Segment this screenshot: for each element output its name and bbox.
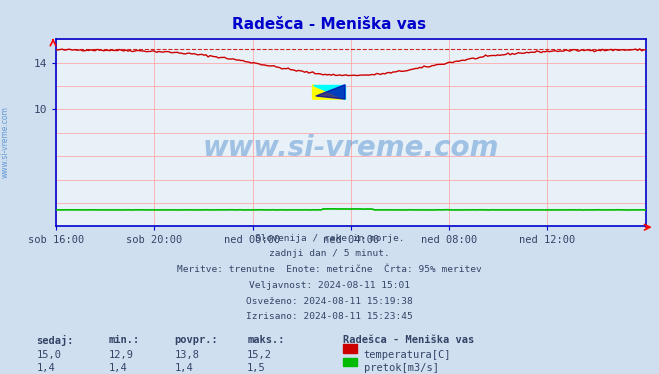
Polygon shape bbox=[312, 85, 345, 99]
Text: 15,2: 15,2 bbox=[247, 350, 272, 360]
Text: min.:: min.: bbox=[109, 335, 140, 345]
Text: 1,4: 1,4 bbox=[109, 363, 127, 373]
Text: 1,5: 1,5 bbox=[247, 363, 266, 373]
Text: temperatura[C]: temperatura[C] bbox=[364, 350, 451, 360]
Text: 12,9: 12,9 bbox=[109, 350, 134, 360]
Text: povpr.:: povpr.: bbox=[175, 335, 218, 345]
Text: Radešca - Meniška vas: Radešca - Meniška vas bbox=[343, 335, 474, 345]
Text: 1,4: 1,4 bbox=[36, 363, 55, 373]
Text: Radešca - Meniška vas: Radešca - Meniška vas bbox=[233, 17, 426, 32]
Text: Osveženo: 2024-08-11 15:19:38: Osveženo: 2024-08-11 15:19:38 bbox=[246, 297, 413, 306]
Text: maks.:: maks.: bbox=[247, 335, 285, 345]
Text: sedaj:: sedaj: bbox=[36, 335, 74, 346]
Text: pretok[m3/s]: pretok[m3/s] bbox=[364, 363, 439, 373]
Text: Veljavnost: 2024-08-11 15:01: Veljavnost: 2024-08-11 15:01 bbox=[249, 281, 410, 290]
Text: www.si-vreme.com: www.si-vreme.com bbox=[1, 106, 10, 178]
Polygon shape bbox=[312, 85, 345, 99]
Text: Slovenija / reke in morje.: Slovenija / reke in morje. bbox=[255, 234, 404, 243]
Text: 15,0: 15,0 bbox=[36, 350, 61, 360]
Text: www.si-vreme.com: www.si-vreme.com bbox=[203, 134, 499, 162]
Text: Meritve: trenutne  Enote: metrične  Črta: 95% meritev: Meritve: trenutne Enote: metrične Črta: … bbox=[177, 265, 482, 274]
Text: 1,4: 1,4 bbox=[175, 363, 193, 373]
Text: Izrisano: 2024-08-11 15:23:45: Izrisano: 2024-08-11 15:23:45 bbox=[246, 312, 413, 321]
Polygon shape bbox=[316, 85, 345, 99]
Text: 13,8: 13,8 bbox=[175, 350, 200, 360]
Text: zadnji dan / 5 minut.: zadnji dan / 5 minut. bbox=[269, 249, 390, 258]
